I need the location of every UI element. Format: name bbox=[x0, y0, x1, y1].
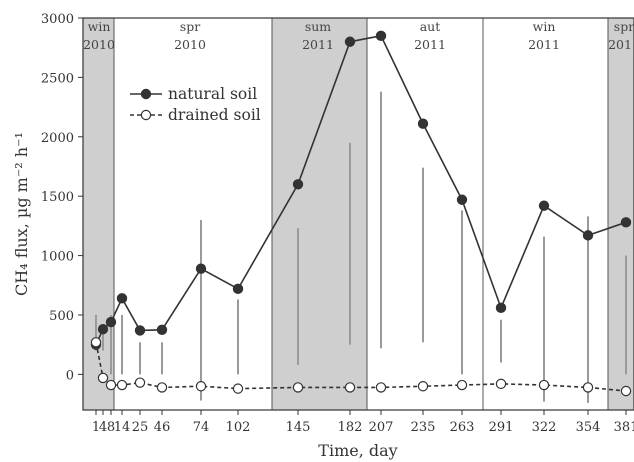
x-tick-label: 8 bbox=[107, 420, 115, 435]
data-point bbox=[156, 382, 168, 393]
season-year-label: 2011 bbox=[528, 37, 560, 52]
data-point bbox=[97, 324, 109, 335]
data-point bbox=[344, 382, 356, 393]
x-tick-label: 4 bbox=[99, 420, 107, 435]
x-tick-label: 235 bbox=[411, 420, 436, 435]
data-point bbox=[417, 381, 429, 392]
data-point bbox=[232, 283, 244, 295]
y-tick-label: 1000 bbox=[41, 250, 74, 265]
x-tick-label: 381 bbox=[614, 420, 634, 435]
y-tick-label: 2000 bbox=[41, 131, 74, 146]
data-point bbox=[344, 36, 356, 47]
legend: natural soil drained soil bbox=[130, 85, 261, 124]
season-bands bbox=[83, 18, 634, 410]
x-tick-label: 74 bbox=[193, 420, 210, 435]
data-point bbox=[105, 316, 117, 328]
data-point bbox=[105, 379, 117, 391]
data-point bbox=[195, 381, 207, 392]
season-year-label: 2011 bbox=[608, 37, 634, 52]
plot-frame bbox=[82, 17, 634, 411]
data-point bbox=[495, 302, 507, 314]
legend-label: natural soil bbox=[168, 85, 257, 103]
x-tick-label: 182 bbox=[338, 420, 363, 435]
x-tick-label: 207 bbox=[369, 420, 394, 435]
x-tick-label: 354 bbox=[576, 420, 601, 435]
season-year-label: 2010 bbox=[83, 37, 115, 52]
x-tick-label: 102 bbox=[226, 420, 251, 435]
legend-marker bbox=[140, 88, 152, 100]
x-axis-title: Time, day bbox=[318, 441, 397, 460]
legend-marker bbox=[140, 109, 152, 121]
data-point bbox=[90, 337, 102, 348]
data-point bbox=[538, 200, 550, 211]
data-point bbox=[292, 179, 304, 190]
x-tick-label: 1 bbox=[92, 420, 100, 435]
y-tick-label: 500 bbox=[49, 309, 74, 324]
x-tick-label: 25 bbox=[132, 420, 149, 435]
error-bars bbox=[95, 91, 627, 403]
data-point bbox=[620, 385, 632, 397]
data-point bbox=[582, 230, 594, 241]
legend-label: drained soil bbox=[168, 106, 261, 124]
x-tick-label: 14 bbox=[114, 420, 131, 435]
season-name-label: spr bbox=[614, 19, 634, 34]
x-tick-label: 322 bbox=[532, 420, 557, 435]
season-labels: win 2010 spr 2010 sum 2011 aut 2011 win 2011 spr 20… bbox=[83, 19, 634, 52]
data-point bbox=[156, 324, 168, 336]
data-point bbox=[134, 377, 146, 388]
y-tick-label: 0 bbox=[66, 368, 74, 383]
y-tick-label: 1500 bbox=[41, 190, 74, 205]
data-point bbox=[134, 325, 146, 336]
x-tick-label: 263 bbox=[450, 420, 475, 435]
y-tick-label: 3000 bbox=[41, 12, 74, 27]
x-tick-label: 145 bbox=[286, 420, 311, 435]
data-point bbox=[495, 378, 507, 390]
y-tick-label: 2500 bbox=[41, 71, 74, 86]
x-tick-label: 291 bbox=[489, 420, 514, 435]
season-name-label: sum bbox=[305, 19, 331, 34]
y-axis-title: CH₄ flux, µg m⁻² h⁻¹ bbox=[12, 132, 31, 296]
season-name-label: win bbox=[533, 19, 556, 34]
data-point bbox=[417, 118, 429, 129]
data-point bbox=[538, 379, 550, 391]
data-point bbox=[232, 383, 244, 394]
data-point bbox=[375, 382, 387, 393]
season-band-spr-2011 bbox=[608, 18, 634, 410]
season-name-label: win bbox=[88, 19, 111, 34]
season-band-sum-2011 bbox=[272, 18, 367, 410]
season-year-label: 2010 bbox=[174, 37, 206, 52]
data-point bbox=[97, 372, 109, 384]
data-point bbox=[375, 30, 387, 42]
data-point bbox=[116, 293, 128, 304]
data-point bbox=[456, 379, 468, 391]
data-point bbox=[456, 194, 468, 205]
data-point bbox=[582, 382, 594, 393]
season-name-label: spr bbox=[180, 19, 200, 34]
data-point bbox=[116, 379, 128, 391]
data-point bbox=[620, 217, 632, 228]
season-year-label: 2011 bbox=[414, 37, 446, 52]
data-point bbox=[292, 382, 304, 393]
data-point bbox=[195, 263, 207, 274]
season-name-label: aut bbox=[420, 19, 441, 34]
x-tick-label: 46 bbox=[154, 420, 171, 435]
season-year-label: 2011 bbox=[302, 37, 334, 52]
series-points bbox=[90, 30, 632, 397]
